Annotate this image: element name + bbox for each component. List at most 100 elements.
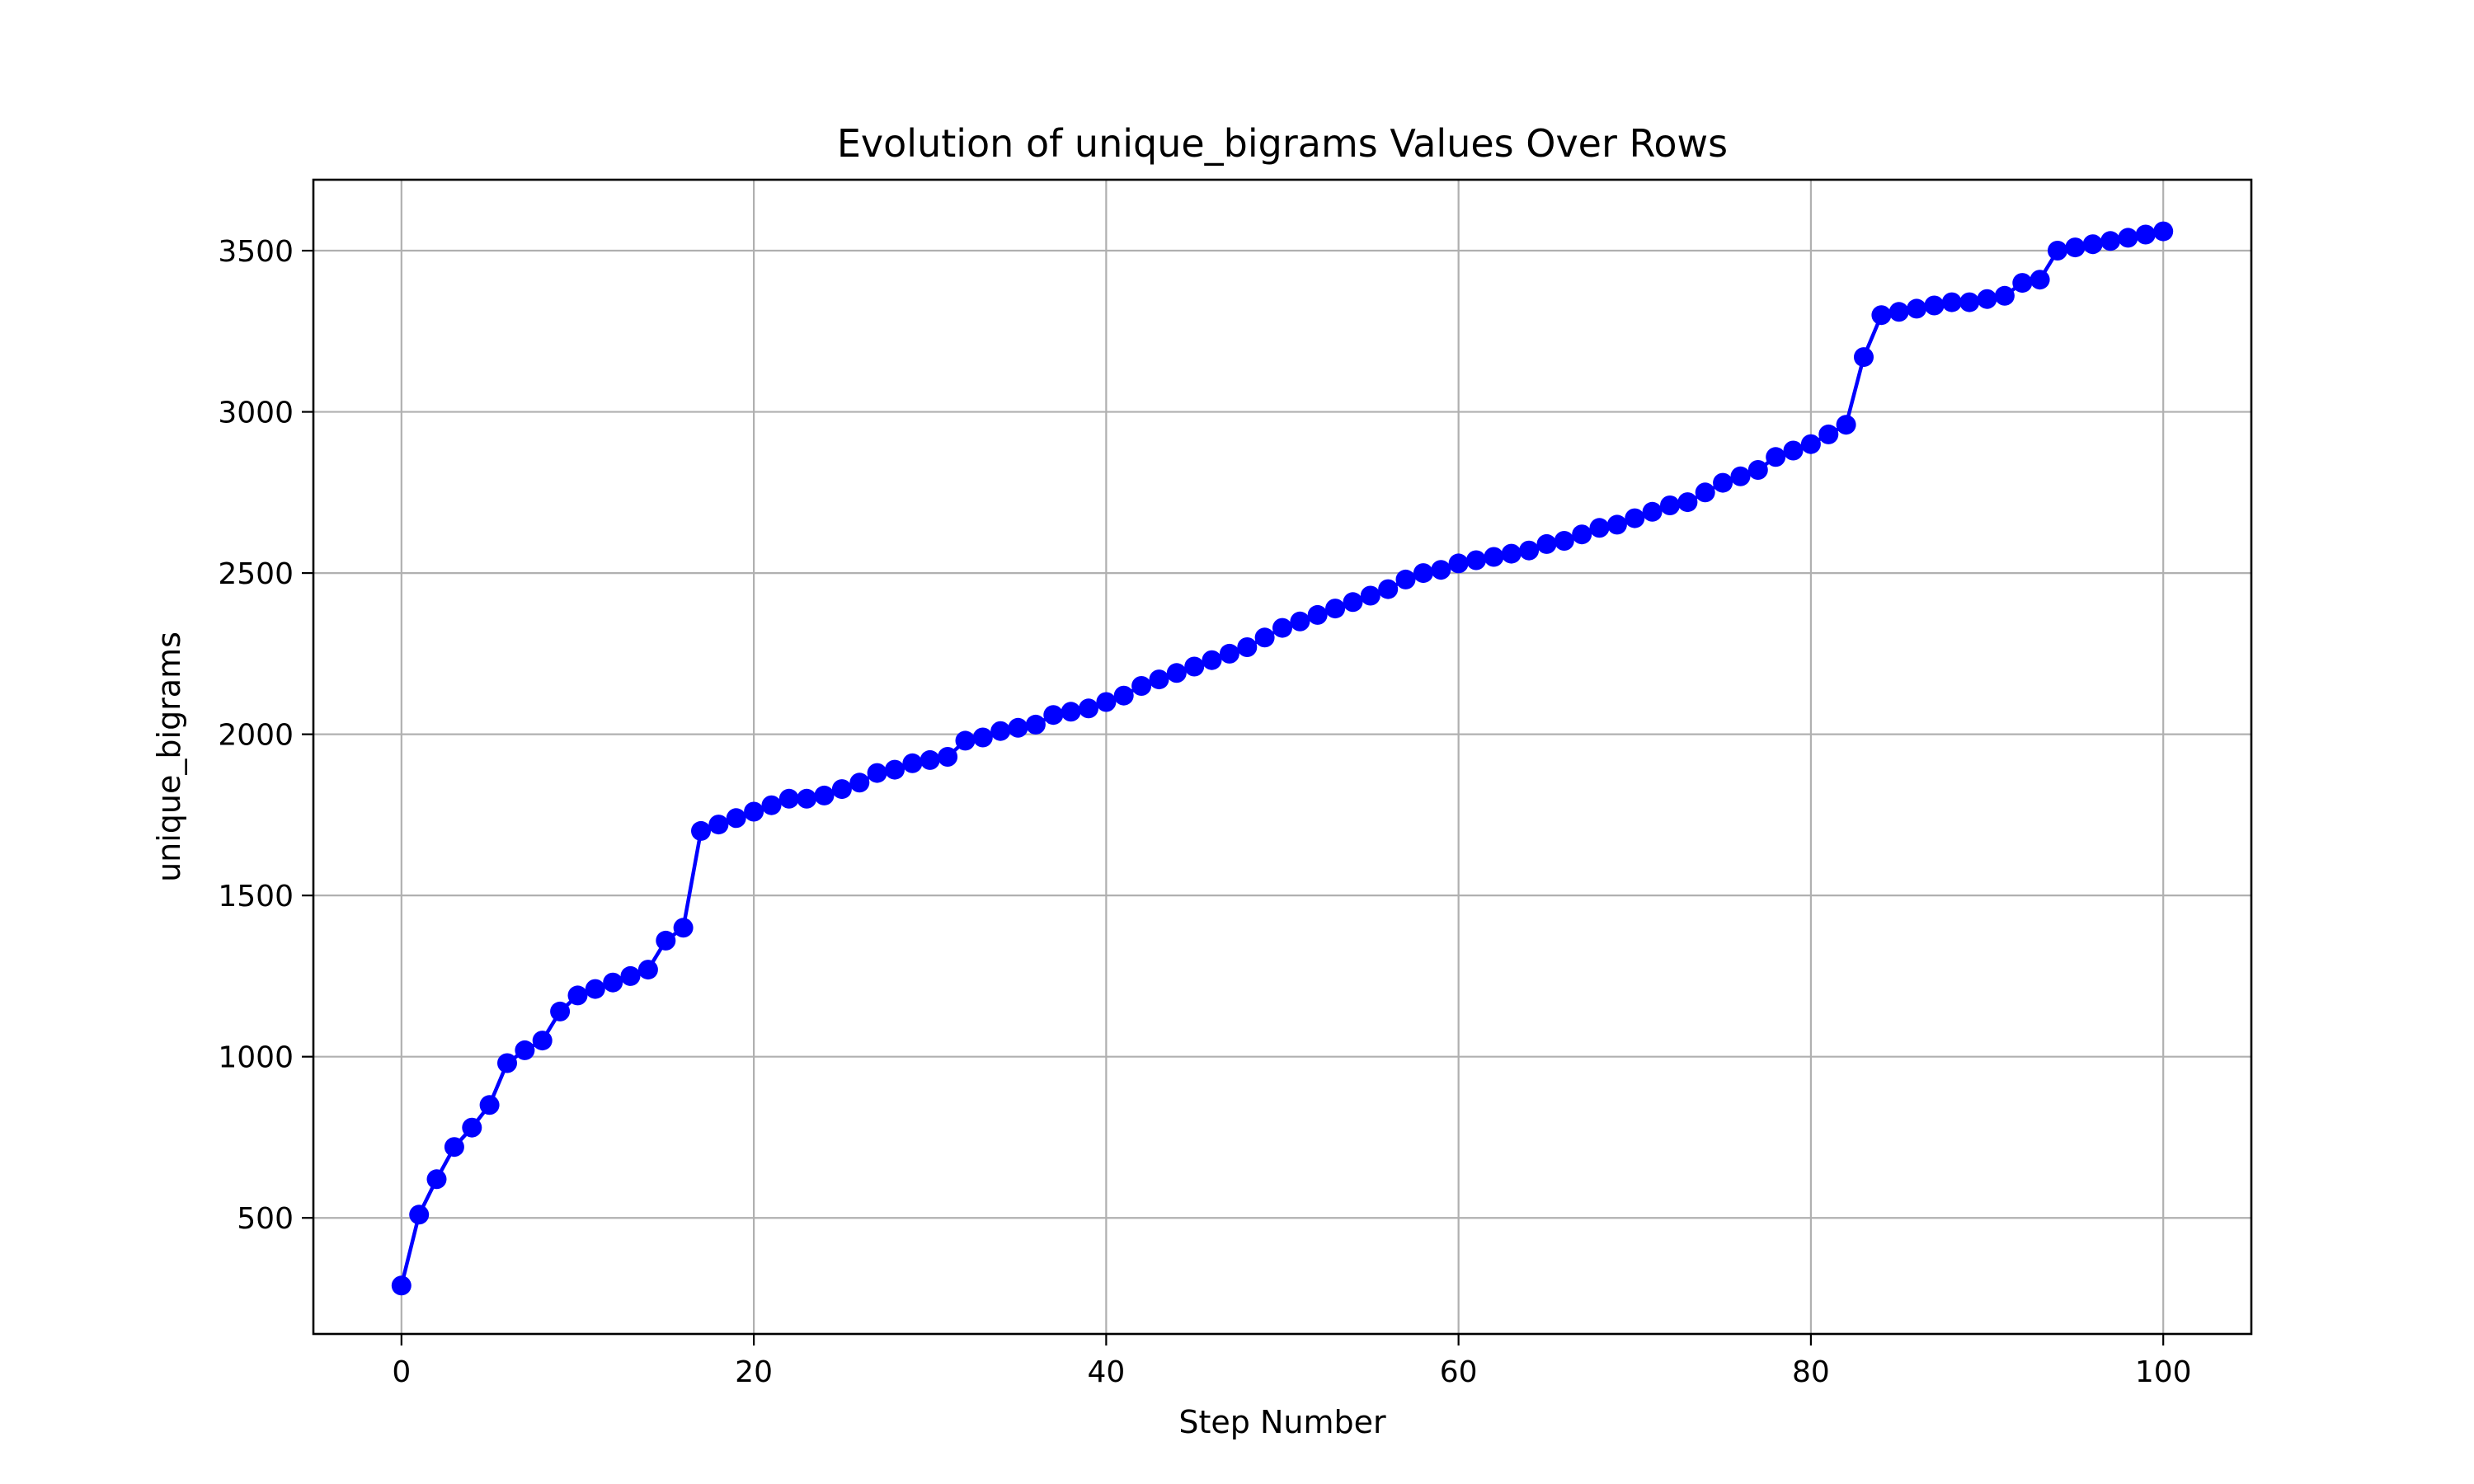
data-point	[567, 985, 588, 1006]
data-point	[1008, 717, 1028, 738]
data-point	[920, 749, 940, 770]
data-point	[2118, 228, 2138, 248]
data-point	[550, 1001, 571, 1021]
data-point	[1854, 347, 1874, 368]
data-point	[867, 763, 887, 783]
data-point	[1677, 492, 1698, 513]
data-point	[708, 815, 729, 835]
y-tick-label: 3500	[218, 235, 294, 269]
data-point	[1360, 585, 1380, 606]
data-point	[1730, 466, 1751, 486]
data-point	[955, 730, 976, 751]
y-tick-label: 3000	[218, 397, 294, 430]
data-point	[1977, 289, 1997, 309]
data-point	[426, 1169, 447, 1190]
data-point	[1184, 656, 1205, 677]
data-point	[1079, 698, 1098, 719]
data-point	[1871, 305, 1892, 326]
data-point	[1202, 650, 1222, 670]
data-point	[1096, 692, 1117, 712]
data-point	[1994, 285, 2015, 306]
data-point	[2065, 237, 2086, 258]
data-point	[1466, 550, 1486, 571]
data-point	[2153, 221, 2174, 242]
data-point	[902, 753, 923, 773]
y-tick-label: 2500	[218, 557, 294, 591]
x-axis: 0 20 40 60 80 100	[392, 1334, 2192, 1389]
data-point	[1959, 292, 1980, 312]
data-point	[532, 1031, 553, 1051]
y-tick-label: 1500	[218, 880, 294, 913]
data-point	[1941, 292, 1962, 312]
data-point	[1642, 501, 1663, 522]
data-point	[1043, 705, 1064, 726]
x-tick-label: 100	[2135, 1355, 2192, 1389]
y-tick-label: 2000	[218, 719, 294, 753]
data-point	[814, 785, 835, 805]
data-point	[1061, 702, 1081, 722]
data-point	[2030, 270, 2050, 290]
data-point	[1800, 434, 1821, 454]
data-point	[1836, 415, 1856, 435]
x-tick-label: 20	[735, 1355, 773, 1389]
x-tick-label: 80	[1792, 1355, 1830, 1389]
data-point	[620, 965, 641, 986]
data-point	[673, 918, 694, 938]
plot-frame	[312, 178, 2253, 1336]
data-point	[1625, 508, 1645, 528]
data-point	[1254, 627, 1275, 648]
data-point	[1783, 440, 1804, 461]
data-point	[1448, 553, 1469, 574]
data-point	[1554, 531, 1574, 551]
data-point	[409, 1205, 430, 1225]
data-point	[761, 795, 782, 815]
data-series	[391, 221, 2174, 1296]
data-point	[1818, 424, 1839, 444]
data-point	[479, 1095, 500, 1115]
data-point	[515, 1040, 535, 1060]
data-point	[1766, 447, 1786, 467]
data-point	[849, 773, 870, 793]
data-point	[585, 979, 605, 999]
data-point	[1166, 663, 1187, 683]
grid-lines	[313, 180, 2251, 1334]
y-axis-label: unique_bigrams	[151, 632, 187, 882]
data-point	[2100, 231, 2121, 251]
data-point	[1713, 472, 1733, 493]
data-point	[1378, 579, 1399, 599]
data-point	[1888, 302, 1909, 322]
data-point	[1272, 618, 1292, 638]
data-point	[656, 930, 676, 951]
data-point	[462, 1117, 482, 1138]
data-point	[2082, 234, 2103, 255]
data-point	[1413, 563, 1433, 584]
y-tick-label: 1000	[218, 1041, 294, 1075]
data-point	[1431, 560, 1451, 580]
data-point	[938, 747, 958, 767]
y-axis: 500 1000 1500 2000 2500 3000 3500	[218, 235, 313, 1236]
x-tick-label: 0	[392, 1355, 411, 1389]
data-point	[744, 801, 764, 822]
x-tick-label: 60	[1440, 1355, 1478, 1389]
data-point	[726, 808, 746, 829]
data-point	[778, 788, 799, 809]
data-point	[990, 721, 1011, 741]
data-point	[444, 1137, 464, 1158]
chart-title: Evolution of unique_bigrams Values Over …	[837, 121, 1728, 166]
data-point	[2048, 241, 2067, 261]
data-point	[885, 759, 905, 780]
data-point	[1149, 669, 1169, 690]
data-point	[1113, 685, 1134, 706]
data-point	[1343, 592, 1363, 613]
data-point	[1572, 524, 1592, 545]
data-point	[637, 960, 658, 980]
data-point	[1131, 676, 1152, 696]
data-point	[1237, 637, 1258, 657]
data-point	[972, 727, 993, 748]
data-point	[1501, 543, 1522, 564]
data-point	[603, 972, 623, 993]
data-point	[797, 788, 817, 809]
x-tick-label: 40	[1087, 1355, 1125, 1389]
